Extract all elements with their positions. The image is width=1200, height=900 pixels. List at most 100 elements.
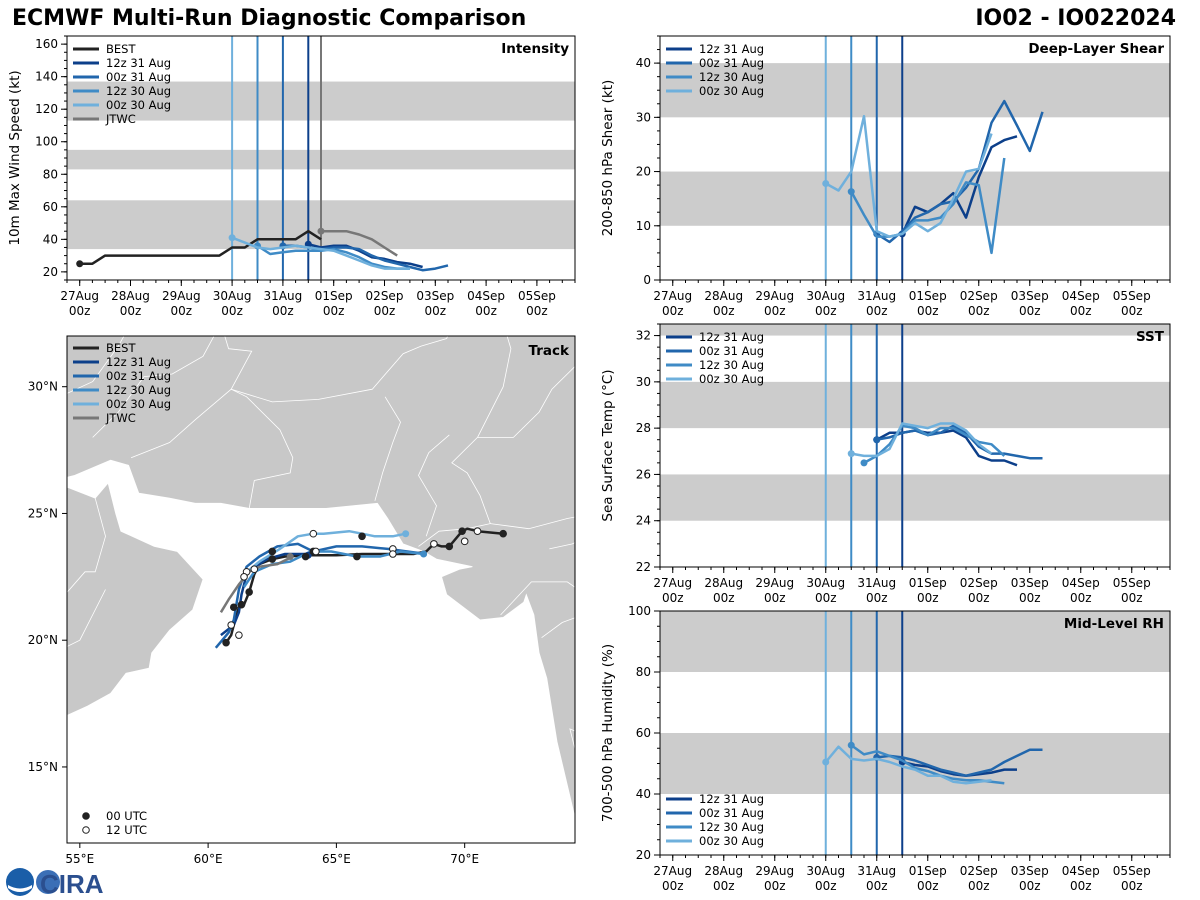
x-tick-label: 00z	[662, 304, 684, 318]
border-india-state	[549, 542, 575, 550]
x-tick-label: 00z	[526, 304, 548, 318]
marker-12utc	[227, 621, 236, 629]
x-tick-label: 00z	[917, 591, 939, 605]
series-start-marker	[847, 450, 855, 458]
legend-label: 12z 31 Aug	[106, 355, 171, 369]
series-line	[876, 424, 1043, 460]
series-line	[863, 424, 1006, 464]
x-tick-label: 04Sep	[1062, 576, 1100, 590]
x-tick-label: 00z	[917, 304, 939, 318]
legend-label: 00z 30 Aug	[699, 372, 764, 386]
land-arabia-oman	[67, 482, 204, 716]
border-india-state	[541, 617, 575, 639]
x-tick-label: 00z	[425, 304, 447, 318]
y-tick-label: 0	[643, 273, 651, 287]
x-tick-label: 00z	[1070, 879, 1092, 893]
y-tick-label: 40	[636, 56, 651, 70]
series-line	[321, 229, 398, 257]
x-tick-label: 31Aug	[264, 289, 303, 303]
series-start-marker	[228, 234, 236, 242]
series-line	[850, 157, 1006, 255]
map-group	[67, 336, 575, 843]
series-start-marker	[860, 459, 868, 467]
marker-12utc	[389, 550, 397, 558]
legend-label: 12z 30 Aug	[699, 70, 764, 84]
legend-label: 12z 31 Aug	[699, 42, 764, 56]
x-tick-label: 00z	[968, 304, 990, 318]
x-tick-label: 00z	[1070, 591, 1092, 605]
x-tick-label: 00z	[323, 304, 345, 318]
marker-00utc	[229, 603, 238, 612]
y-tick-label: 26	[636, 467, 651, 481]
x-tick-label: 28Aug	[704, 289, 743, 303]
x-tick-label: 00z	[815, 591, 837, 605]
x-tick-label: 00z	[764, 879, 786, 893]
panel-title: Intensity	[501, 41, 569, 57]
land-iran-pakistan-india	[67, 336, 575, 818]
x-tick-label: 00z	[221, 304, 243, 318]
y-tick-label: 60	[636, 726, 651, 740]
y-tick-label: 20	[636, 165, 651, 179]
legend-marker-12utc	[82, 826, 90, 834]
legend-label: BEST	[106, 341, 136, 355]
x-tick-label: 00z	[69, 304, 91, 318]
x-tick-label: 00z	[764, 304, 786, 318]
border-iran-pakistan	[224, 336, 294, 509]
panel-title: Deep-Layer Shear	[1028, 41, 1164, 57]
series-line	[901, 135, 1018, 235]
cira-globe-icon	[36, 870, 60, 894]
series-group	[822, 99, 1044, 255]
x-tick-label: 05Sep	[1113, 576, 1151, 590]
x-tick-label: 30Aug	[806, 289, 845, 303]
legend-label: 12 UTC	[106, 823, 147, 837]
y-tick-label: 10	[636, 219, 651, 233]
border-pakistan-afghanistan	[231, 336, 448, 403]
marker-12utc	[430, 540, 438, 548]
threshold-band	[660, 474, 1170, 521]
marker-00utc	[301, 552, 310, 561]
x-tick-label: 28Aug	[704, 576, 743, 590]
threshold-band	[660, 63, 1170, 118]
series-group	[822, 741, 1043, 785]
x-tick-label: 31Aug	[857, 289, 896, 303]
series-line	[256, 244, 410, 270]
legend-label: 12z 31 Aug	[699, 792, 764, 806]
x-tick-label: 31Aug	[857, 864, 896, 878]
x-tick-label: 00z	[475, 304, 497, 318]
threshold-band	[660, 733, 1170, 794]
series-start-marker	[822, 179, 830, 187]
x-tick-label: 00z	[1121, 591, 1143, 605]
y-tick-label: 120	[35, 102, 58, 116]
border-india-state	[569, 728, 575, 750]
y-tick-label: 25°N	[28, 506, 58, 520]
x-tick-label: 04Sep	[467, 289, 505, 303]
x-tick-label: 27Aug	[653, 864, 692, 878]
legend-label: 00z 31 Aug	[699, 56, 764, 70]
x-tick-label: 00z	[866, 879, 888, 893]
x-tick-label: 03Sep	[1011, 576, 1049, 590]
legend-marker-00utc	[82, 812, 90, 820]
border-uae-oman	[67, 498, 106, 593]
series-start-marker	[873, 436, 881, 444]
marker-12utc	[240, 573, 248, 581]
x-tick-label: 29Aug	[755, 576, 794, 590]
x-tick-label: 02Sep	[960, 864, 998, 878]
x-tick-label: 28Aug	[704, 864, 743, 878]
panel-intensity: 2040608010012014016027Aug00z28Aug00z29Au…	[7, 35, 576, 318]
y-tick-label: 32	[636, 329, 651, 343]
x-tick-label: 30Aug	[806, 576, 845, 590]
x-tick-label: 65°E	[322, 852, 351, 866]
plot-frame	[66, 335, 576, 844]
series-line	[307, 242, 423, 269]
marker-00utc	[358, 532, 366, 541]
legend-label: 00z 31 Aug	[699, 806, 764, 820]
x-tick-label: 03Sep	[416, 289, 454, 303]
series-line	[850, 744, 1005, 785]
marker-12utc	[460, 537, 469, 546]
series-line	[851, 422, 993, 458]
x-tick-label: 00z	[968, 591, 990, 605]
border-pakistan-province	[477, 336, 512, 438]
y-axis-label: 200-850 hPa Shear (kt)	[600, 80, 616, 237]
panel-sst: 22242628303227Aug00z28Aug00z29Aug00z30Au…	[600, 323, 1171, 605]
